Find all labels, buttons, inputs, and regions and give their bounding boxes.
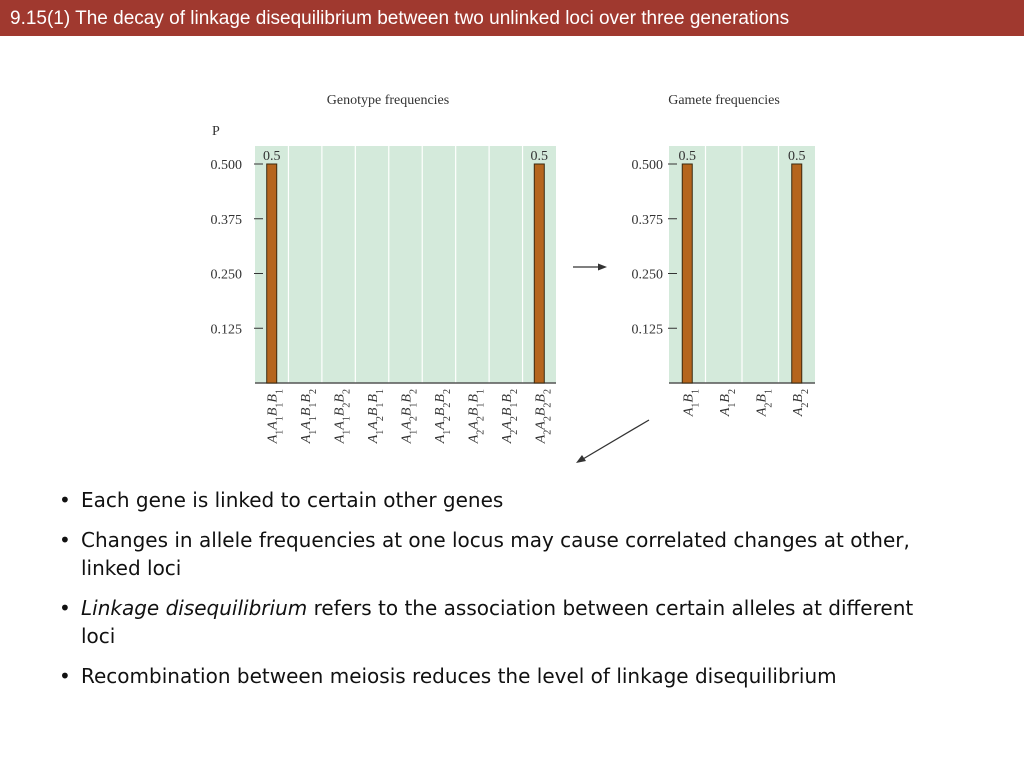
x-tick-label: A2A2B2B2 [533,389,553,444]
data-label: 0.5 [531,149,549,164]
y-tick-label: 0.125 [632,322,664,337]
data-label: 0.5 [679,149,697,164]
bullet-text: Changes in allele frequencies at one loc… [81,528,910,580]
bullet-item: • Changes in allele frequencies at one lo… [59,528,910,580]
bullet-text: refers to the association between certai… [81,596,914,648]
arrow-down-left-icon [576,419,650,463]
x-tick-label: A1A2B1B2 [400,389,420,444]
x-tick-label: A2B2 [791,389,811,417]
y-axis-label: P [212,124,220,139]
x-tick-label: A1B2 [718,389,738,417]
title-bar: 9.15(1) The decay of linkage disequilibr… [0,0,1024,36]
bar [791,163,803,384]
bullet-list: • Each gene is linked to certain other ge… [58,486,918,702]
x-tick-label: A1A2B1B1 [366,389,386,444]
slide-title: 9.15(1) The decay of linkage disequilibr… [10,8,790,29]
plot-area [255,146,556,383]
y-tick-label: 0.500 [211,158,243,173]
arrow-right-icon [573,263,607,271]
data-label: 0.5 [788,149,806,164]
x-tick-label: A2A2B1B1 [466,389,486,444]
figure: Genotype frequenciesP0.1250.2500.3750.50… [211,93,815,463]
y-tick-label: 0.375 [211,213,243,228]
chart-title: Gamete frequencies [668,93,780,108]
bar [266,163,278,384]
bullet-item: • Linkage disequilibrium refers to the as… [59,596,914,648]
bullet-text: Each gene is linked to certain other gen… [81,488,504,512]
y-tick-label: 0.375 [632,213,664,228]
bullet-item: • Recombination between meiosis reduces t… [59,664,837,688]
x-tick-label: A1A1B1B1 [266,389,286,444]
x-tick-label: A1A1B1B2 [299,389,319,444]
bullet-item: • Each gene is linked to certain other ge… [59,488,504,512]
bullet-text: Recombination between meiosis reduces th… [81,664,837,688]
gamete-chart: Gamete frequencies 0.125 0.250 0.375 0.500 0.… [632,93,815,417]
bar [533,163,545,384]
bullet-emphasis: Linkage disequilibrium [81,596,308,620]
y-tick-label: 0.250 [632,268,664,283]
genotype-chart: Genotype frequenciesP0.1250.2500.3750.50… [211,93,556,444]
x-tick-label: A1A1B2B2 [333,389,353,444]
bar [681,163,693,384]
x-tick-label: A1A2B2B2 [433,389,453,444]
x-tick-label: A2B1 [754,389,774,417]
y-tick-label: 0.500 [632,158,664,173]
chart-title: Genotype frequencies [327,93,449,108]
data-label: 0.5 [263,149,281,164]
y-tick-label: 0.250 [211,268,243,283]
y-tick-label: 0.125 [211,322,243,337]
x-tick-label: A1B1 [681,389,701,417]
x-tick-label: A2A2B1B2 [500,389,520,444]
